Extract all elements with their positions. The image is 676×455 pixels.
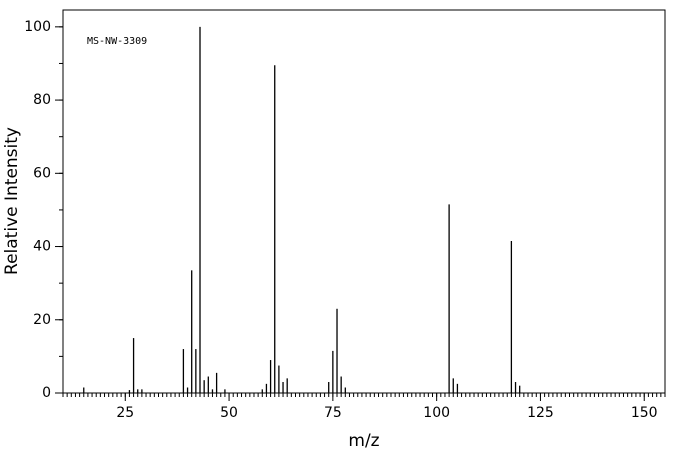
annotation: MS-NW-3309 [87,36,147,47]
x-tick-label: 50 [220,405,238,421]
y-axis-label: Relative Intensity [2,127,22,275]
y-tick-label: 100 [24,19,51,35]
x-tick-label: 125 [527,405,554,421]
y-tick-label: 40 [33,239,51,255]
y-tick-label: 80 [33,92,51,108]
plot-frame [62,9,666,394]
x-tick-label: 25 [116,405,134,421]
x-tick-label: 75 [324,405,342,421]
y-tick-label: 0 [42,385,51,401]
x-tick-label: 150 [631,405,658,421]
y-tick-label: 60 [33,165,51,181]
y-tick-label: 20 [33,312,51,328]
x-axis-label: m/z [348,431,379,451]
x-tick-label: 100 [423,405,450,421]
